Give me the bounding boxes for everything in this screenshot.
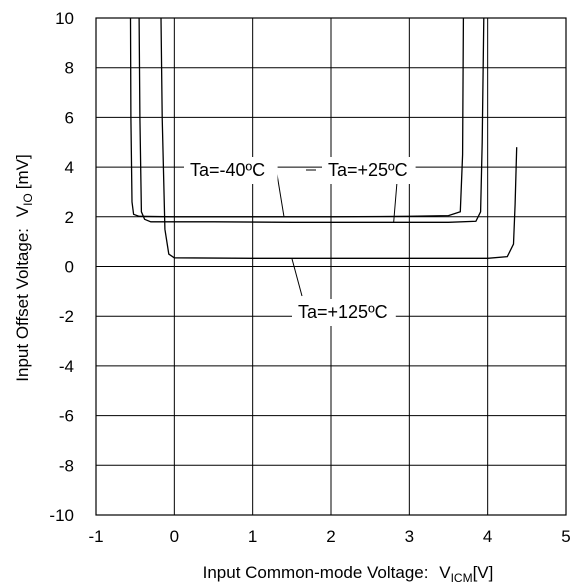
series-line [160,18,518,259]
annotation-box [184,157,278,184]
y-tick-label: -6 [59,407,74,426]
x-tick-label: 5 [561,527,570,546]
x-axis-label-text: Input Common-mode Voltage: [203,563,429,582]
y-tick-label: 2 [65,208,74,227]
x-tick-label: 0 [170,527,179,546]
x-axis-label-symbol: V [439,563,451,582]
series-annotation: Ta=+25ºC [306,157,416,223]
plot-border [95,17,567,516]
x-axis-label-subscript: ICM [451,571,473,585]
y-tick-label: -2 [59,307,74,326]
series-lines [129,18,518,259]
annotation-leader [291,258,303,297]
y-tick-label: 8 [65,59,74,78]
y-tick-label: 0 [65,258,74,277]
x-tick-label: 1 [248,527,257,546]
y-axis-label-symbol: V [13,205,32,217]
y-tick-label: 10 [55,9,74,28]
series-annotation: Ta=+125ºC [291,258,396,326]
y-axis-label-unit: [mV] [13,154,32,189]
y-tick-label: -8 [59,456,74,475]
annotation-box [322,157,416,184]
x-tick-label: 4 [483,527,492,546]
x-tick-label: 3 [405,527,414,546]
series-line [138,18,485,223]
annotation-label: Ta=+25ºC [328,160,408,180]
y-tick-label: 6 [65,108,74,127]
series-annotation: Ta=-40ºC [184,157,285,217]
annotation-label: Ta=+125ºC [298,302,388,322]
annotations: Ta=-40ºC Ta=+25ºC Ta=+125ºC [184,157,416,326]
x-tick-label: -1 [88,527,103,546]
annotation-box [292,299,396,326]
y-tick-label: -10 [49,506,74,525]
y-tick-label: -4 [59,357,74,376]
y-axis-label-subscript: IO [21,193,35,206]
y-tick-label: 4 [65,158,74,177]
grid [95,17,567,516]
annotation-label: Ta=-40ºC [190,160,265,180]
x-axis-label-unit: [V] [473,563,494,582]
series-line [129,18,465,218]
y-axis-label: Input Offset Voltage: VIO [mV] [13,154,35,381]
x-axis-label: Input Common-mode Voltage: VICM[V] [203,563,494,585]
y-axis-label-text: Input Offset Voltage: [13,228,32,382]
x-tick-label: 2 [326,527,335,546]
